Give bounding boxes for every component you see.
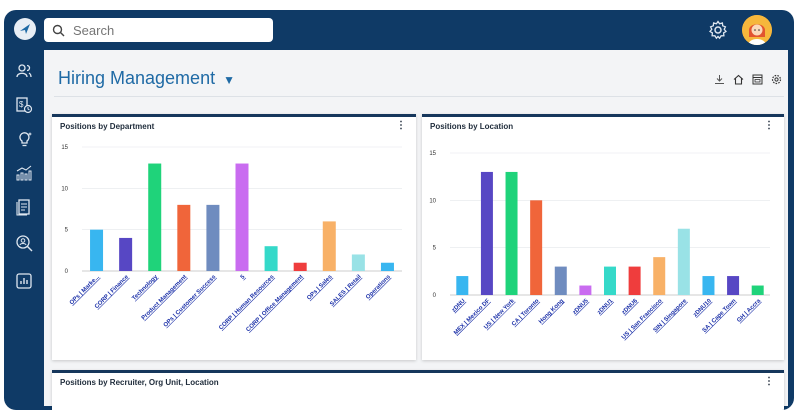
category-label[interactable]: zDNU1 [596, 298, 614, 316]
kebab-menu-icon[interactable]: ⋮ [396, 120, 406, 131]
y-tick-label: 5 [433, 246, 437, 252]
card-positions-by-department: Positions by Department ⋮ 0 5 10 15 OPs | Ma… [52, 114, 416, 360]
bar[interactable] [456, 276, 469, 295]
people-icon[interactable] [15, 62, 33, 80]
kebab-menu-icon[interactable]: ⋮ [764, 376, 774, 387]
home-icon[interactable] [733, 74, 744, 85]
bar[interactable] [677, 228, 690, 295]
title-divider [54, 96, 784, 97]
category-label[interactable]: Operations [365, 274, 392, 301]
bar[interactable] [380, 262, 394, 271]
top-bar [4, 10, 794, 50]
y-tick-label: 15 [61, 145, 68, 151]
search-input[interactable] [73, 22, 263, 38]
kebab-menu-icon[interactable]: ⋮ [764, 120, 774, 131]
y-tick-label: 10 [429, 198, 436, 204]
bar[interactable] [505, 171, 518, 295]
documents-icon[interactable] [15, 198, 33, 216]
category-label[interactable]: CORP | Human Resources [218, 274, 276, 332]
dashboard-settings-icon[interactable] [771, 74, 782, 85]
bar[interactable] [90, 229, 104, 271]
bar[interactable] [206, 204, 220, 271]
download-icon[interactable] [714, 74, 725, 85]
bar[interactable] [351, 254, 365, 271]
bar[interactable] [235, 163, 249, 271]
y-tick-label: 5 [65, 228, 69, 234]
y-tick-label: 0 [65, 269, 69, 275]
search-icon [52, 24, 65, 36]
y-tick-label: 15 [429, 151, 436, 157]
page-actions [714, 74, 782, 85]
bar[interactable] [628, 266, 641, 295]
card-title: Positions by Department [60, 122, 155, 131]
sidebar: $ [4, 50, 44, 410]
app-logo-icon[interactable] [14, 18, 36, 40]
bar[interactable] [554, 266, 567, 295]
card-title: Positions by Location [430, 122, 514, 131]
category-label[interactable]: zDNU6 [621, 298, 639, 316]
bar[interactable] [177, 204, 191, 271]
app-window: $ [4, 10, 794, 410]
payroll-icon[interactable]: $ [15, 96, 33, 114]
y-tick-label: 10 [61, 186, 68, 192]
card-positions-by-recruiter: Positions by Recruiter, Org Unit, Locati… [52, 370, 784, 410]
search-box[interactable] [44, 18, 273, 42]
card-positions-by-location: Positions by Location ⋮ 0 5 10 15 zDNU MEX | … [422, 114, 784, 360]
main-content: Hiring Management ▼ Positions by Departm… [44, 50, 788, 410]
bar[interactable] [480, 171, 493, 295]
reports-icon[interactable] [15, 272, 33, 290]
bar[interactable] [322, 221, 336, 271]
window-icon[interactable] [752, 74, 763, 85]
user-avatar[interactable] [742, 15, 772, 45]
category-label[interactable]: SALES | Retail [329, 274, 363, 308]
category-label[interactable]: OPs | Marke... [69, 274, 101, 306]
category-label[interactable]: OPs | Customer Success [163, 274, 218, 329]
svg-text:$: $ [19, 100, 24, 109]
bar[interactable] [579, 285, 592, 295]
bar[interactable] [119, 237, 133, 271]
bar[interactable] [264, 246, 278, 271]
bar[interactable] [702, 276, 715, 295]
category-label[interactable]: zDNU [451, 298, 467, 314]
category-label[interactable]: Hong Kong [538, 298, 565, 325]
lightbulb-icon[interactable] [15, 130, 33, 148]
category-label[interactable]: GH | Accra [736, 298, 762, 324]
category-label[interactable]: zDNU5 [572, 298, 590, 316]
page-title: Hiring Management [58, 68, 216, 88]
search-people-icon[interactable] [15, 234, 33, 252]
bar[interactable] [604, 266, 616, 295]
bar[interactable] [293, 262, 307, 271]
bar[interactable] [751, 285, 764, 295]
y-tick-label: 0 [433, 293, 437, 299]
caret-down-icon: ▼ [223, 72, 235, 87]
category-label[interactable]: zDNU10 [693, 298, 714, 319]
category-label[interactable]: Technology [131, 274, 159, 302]
settings-gear-icon[interactable] [708, 20, 728, 40]
bar[interactable] [727, 276, 740, 295]
analytics-bars-icon[interactable] [15, 164, 33, 182]
category-label[interactable]: CORP | Office Management [245, 274, 304, 333]
page-title-dropdown[interactable]: Hiring Management ▼ [58, 68, 235, 89]
bar[interactable] [530, 200, 543, 295]
bar[interactable] [653, 257, 666, 295]
card-title: Positions by Recruiter, Org Unit, Locati… [60, 378, 219, 387]
bar[interactable] [148, 163, 162, 271]
category-label[interactable]: 5 [240, 274, 247, 281]
category-label[interactable]: OPs | Sales [306, 274, 334, 302]
